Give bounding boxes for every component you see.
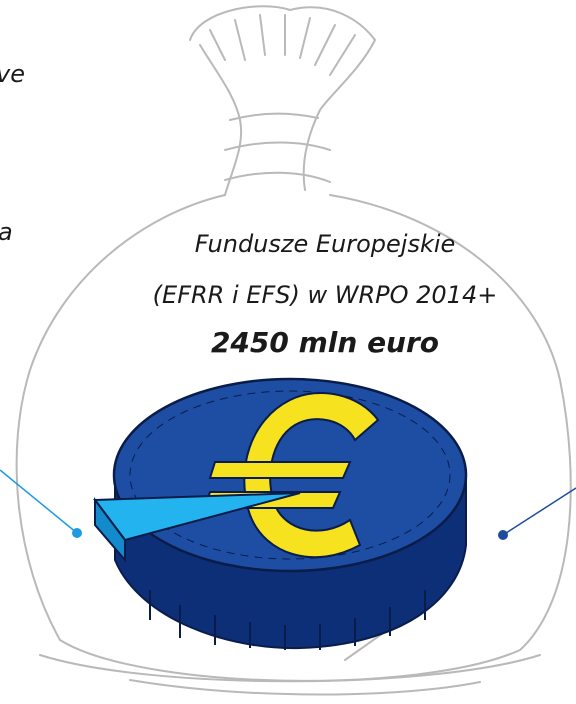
pointer-dot: [498, 530, 508, 540]
side-text-fragment: ve: [0, 60, 25, 88]
label-line: (EFRR i EFS) w WRPO 2014+: [153, 281, 498, 309]
pointer-line: [503, 488, 576, 535]
coin: [95, 379, 466, 650]
side-text-fragment: a: [0, 218, 13, 246]
label-line: Fundusze Europejskie: [195, 230, 456, 258]
amount: 2450 mln euro: [211, 326, 439, 359]
infographic: ve a Fundusze Europejskie (EFRR i EFS) w…: [0, 0, 576, 704]
pointer-line: [0, 470, 77, 533]
pointer-dot: [72, 528, 82, 538]
